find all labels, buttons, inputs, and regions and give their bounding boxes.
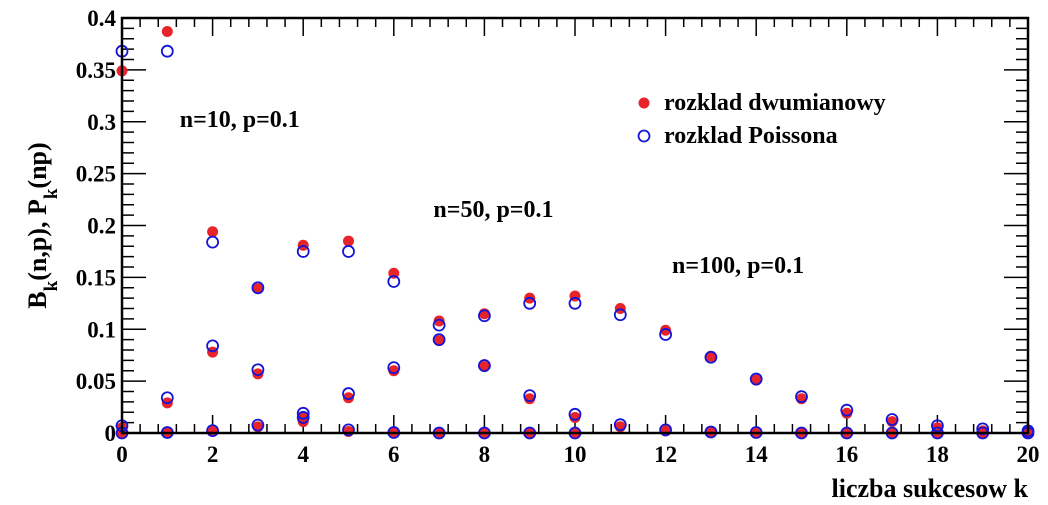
point-poisson [206,235,220,249]
point-poisson [885,413,899,426]
x-tick-label: 12 [654,442,677,467]
point-poisson [477,309,491,323]
annotation-n10: n=10, p=0.1 [180,107,300,133]
point-binomial [343,235,354,247]
point-binomial [660,324,672,336]
point-binomial [388,365,400,377]
point-poisson [296,245,310,258]
point-poisson [659,328,672,341]
tick-labels: 0 2 4 6 8 10 12 14 16 18 20 0 0.05 0.1 0.15 0.2 0.25 0.3 0… [76,6,1040,467]
point-poisson [523,389,537,403]
point-poisson [432,333,446,347]
point-poisson [477,359,491,372]
data-points [115,25,1035,440]
x-tick-label: 6 [388,442,400,467]
point-poisson [523,296,537,310]
y-tick-label: 0.3 [87,110,116,135]
y-tick-label: 0.2 [87,214,116,239]
point-poisson [296,411,310,424]
legend-label-binomial: rozklad dwumianowy [664,90,886,116]
legend-marker-binomial [638,97,650,109]
point-binomial [433,315,445,327]
y-tick-label: 0.35 [76,58,116,83]
x-tick-label: 2 [207,442,219,467]
plot-frame [120,16,1030,435]
annotation-n50: n=50, p=0.1 [433,197,553,223]
point-binomial [252,368,264,380]
y-tick-label: 0.25 [76,162,116,187]
x-tick-label: 10 [564,442,587,467]
point-poisson [704,350,718,364]
point-poisson [160,44,174,58]
point-poisson [342,245,355,258]
y-axis-title: Bk(n,p), Pk(np) [23,142,62,308]
point-binomial [343,392,354,404]
y-tick-label: 0.1 [87,317,116,342]
x-tick-label: 16 [835,442,858,467]
x-tick-label: 14 [745,442,769,467]
point-poisson [568,296,582,310]
point-poisson [749,372,763,386]
point-poisson [387,361,401,375]
point-poisson [206,424,220,438]
y-tick-label: 0.4 [87,6,116,31]
point-poisson [659,423,672,437]
point-binomial [524,393,536,405]
point-poisson [251,363,265,377]
point-binomial [207,226,219,238]
point-poisson [840,403,854,417]
y-tick-label: 0 [105,421,117,446]
point-poisson [251,281,265,295]
x-axis-title: liczba sukcesow k [832,474,1029,503]
point-poisson [342,423,355,437]
point-poisson [296,406,310,420]
point-poisson [432,318,446,332]
point-poisson [976,422,990,436]
x-tick-label: 18 [926,442,949,467]
point-poisson [568,407,582,421]
point-binomial [841,407,853,419]
x-tick-label: 0 [116,442,128,467]
point-poisson [251,418,265,432]
x-tick-label: 4 [297,442,309,467]
annotation-n100: n=100, p=0.1 [672,253,804,279]
annotations: n=10, p=0.1 n=50, p=0.1 n=100, p=0.1 [180,107,804,279]
point-poisson [160,391,174,405]
point-binomial [569,411,581,423]
point-poisson [795,390,808,404]
point-poisson [387,275,401,288]
point-poisson [613,418,627,432]
x-tick-label: 20 [1017,442,1040,467]
y-tick-label: 0.05 [76,369,116,394]
legend-label-poisson: rozklad Poissona [664,123,838,149]
legend: rozklad dwumianowy rozklad Poissona [637,90,886,149]
point-poisson [342,387,355,400]
x-tick-label: 8 [479,442,491,467]
point-binomial [161,25,173,37]
legend-marker-poisson [637,129,651,143]
point-poisson [613,308,627,322]
point-poisson [931,419,944,433]
y-tick-label: 0.15 [76,265,116,290]
point-poisson [206,339,220,353]
